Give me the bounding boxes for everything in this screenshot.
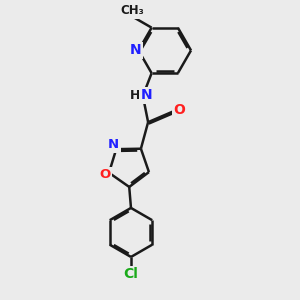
Text: N: N: [108, 139, 119, 152]
Text: Cl: Cl: [124, 268, 138, 281]
Text: O: O: [99, 168, 110, 181]
Text: O: O: [173, 103, 185, 117]
Text: H: H: [130, 89, 140, 102]
Text: N: N: [130, 44, 142, 57]
Text: CH₃: CH₃: [120, 4, 144, 17]
Text: N: N: [141, 88, 152, 102]
